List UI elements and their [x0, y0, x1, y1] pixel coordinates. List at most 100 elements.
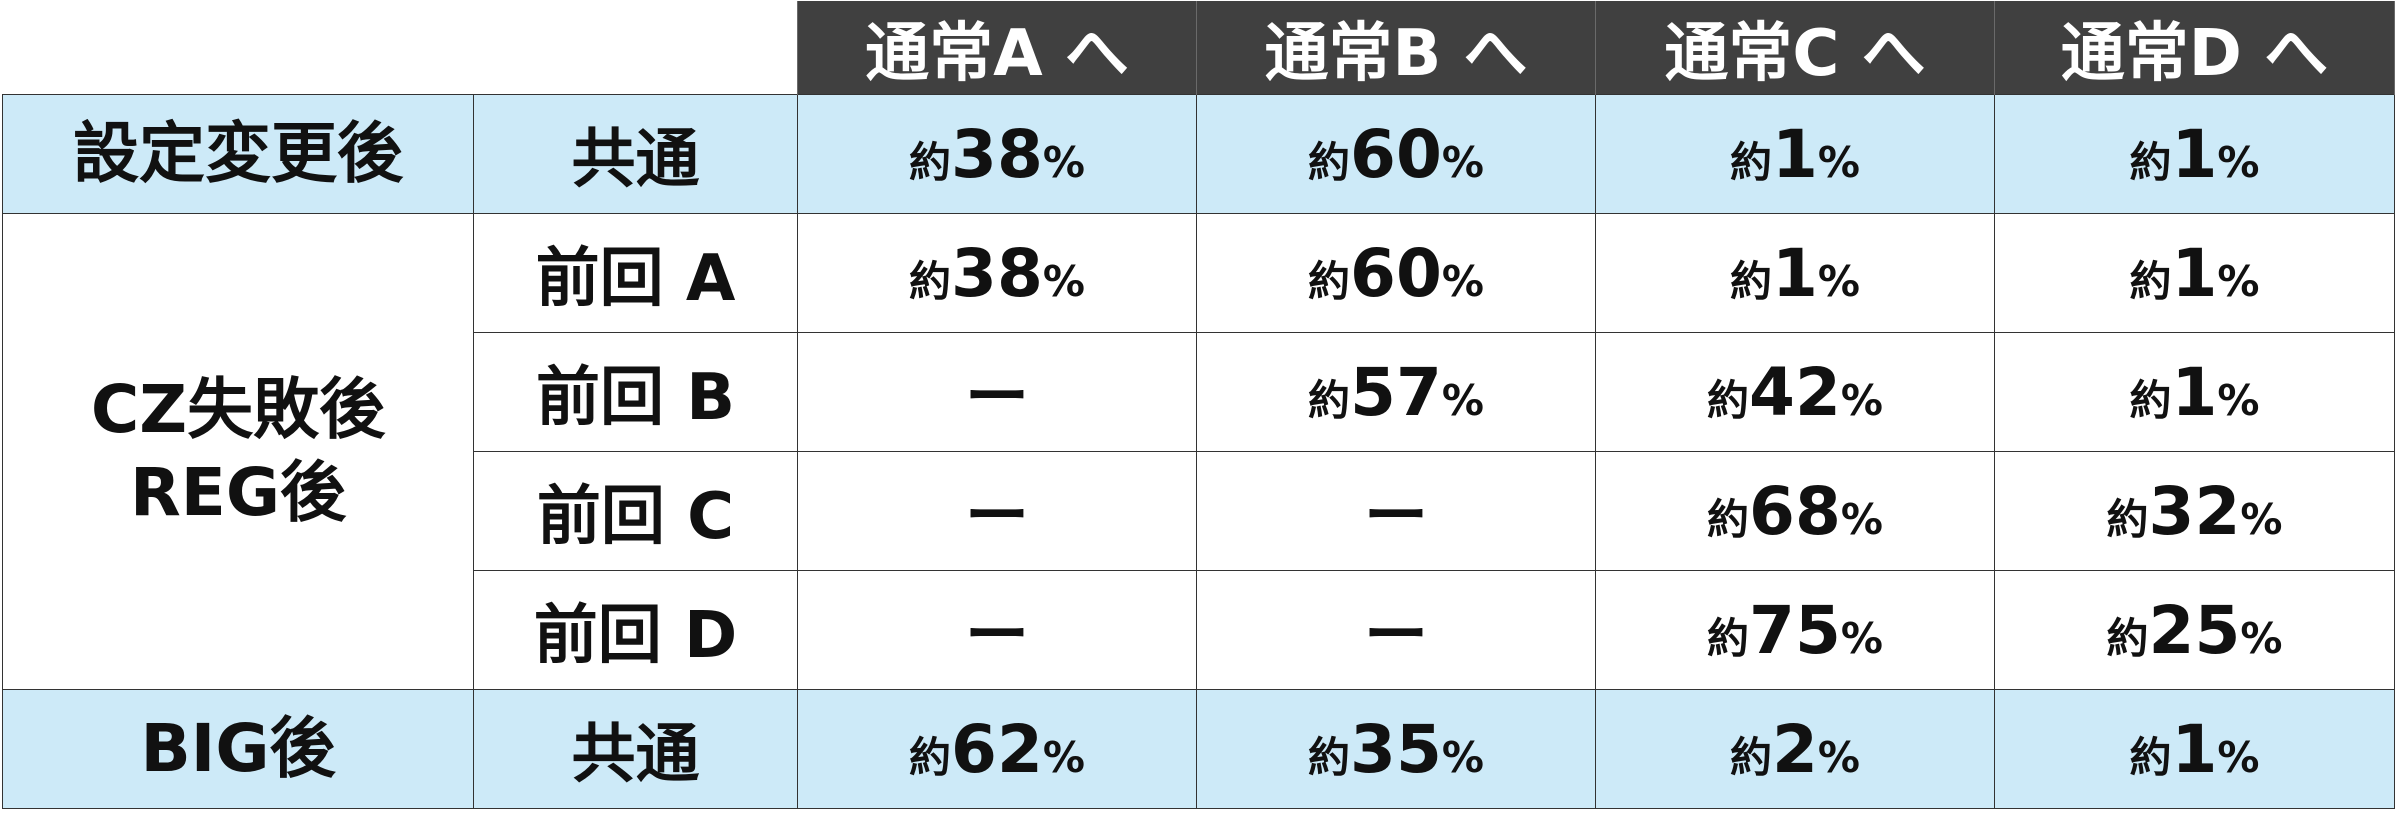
table-row: 設定変更後 共通 約38% 約60% 約1% 約1%	[2, 94, 2395, 214]
corner-blank	[473, 1, 798, 95]
approx-prefix: 約	[1729, 732, 1772, 782]
probability-cell: 約38%	[797, 94, 1197, 214]
approx-prefix: 約	[1308, 732, 1351, 782]
probability-cell: ー	[797, 451, 1197, 571]
dash-mark: ー	[965, 361, 1029, 435]
row-group-label: BIG後	[2, 689, 474, 809]
row-group-label: 設定変更後	[2, 94, 474, 214]
dash-mark: ー	[1364, 599, 1428, 673]
probability-cell: 約1%	[1994, 213, 2395, 333]
approx-prefix: 約	[1707, 494, 1750, 544]
percent-value: 38	[951, 115, 1043, 193]
percent-value: 2	[1771, 710, 1818, 788]
percent-value: 25	[2148, 591, 2241, 669]
probability-cell: 約1%	[1595, 94, 1995, 214]
probability-cell: ー	[1196, 570, 1596, 690]
probability-cell: 約25%	[1994, 570, 2395, 690]
percent-value: 1	[2171, 710, 2218, 788]
percent-sign: %	[2217, 256, 2260, 306]
percent-value: 1	[1771, 115, 1818, 193]
row-sub-label: 前回 A	[473, 213, 798, 333]
percent-sign: %	[1441, 137, 1484, 187]
probability-cell: 約60%	[1196, 94, 1596, 214]
percent-sign: %	[1441, 732, 1484, 782]
percent-sign: %	[1441, 375, 1484, 425]
approx-prefix: 約	[1308, 375, 1351, 425]
percent-sign: %	[2217, 732, 2260, 782]
approx-prefix: 約	[2129, 375, 2172, 425]
approx-prefix: 約	[909, 732, 952, 782]
probability-cell: 約1%	[1994, 689, 2395, 809]
percent-sign: %	[1042, 256, 1085, 306]
approx-prefix: 約	[1707, 613, 1750, 663]
approx-prefix: 約	[2106, 613, 2149, 663]
percent-value: 32	[2148, 472, 2241, 550]
probability-cell: 約62%	[797, 689, 1197, 809]
column-header: 通常B へ	[1196, 1, 1596, 95]
probability-cell: 約32%	[1994, 451, 2395, 571]
probability-cell: 約38%	[797, 213, 1197, 333]
percent-value: 1	[1771, 234, 1818, 312]
approx-prefix: 約	[2129, 732, 2172, 782]
percent-sign: %	[2240, 613, 2283, 663]
probability-cell: 約68%	[1595, 451, 1995, 571]
percent-value: 1	[2171, 353, 2218, 431]
approx-prefix: 約	[1729, 256, 1772, 306]
table-row: 前回 B ー約57% 約42% 約1%	[3, 332, 2395, 452]
dash-mark: ー	[965, 599, 1029, 673]
column-header: 通常D へ	[1994, 1, 2395, 95]
approx-prefix: 約	[2129, 137, 2172, 187]
corner-blank	[2, 1, 474, 95]
approx-prefix: 約	[2129, 256, 2172, 306]
percent-sign: %	[2217, 137, 2260, 187]
percent-value: 62	[951, 710, 1043, 788]
percent-sign: %	[1840, 613, 1883, 663]
table-row: BIG後 共通 約62% 約35% 約2% 約1%	[2, 689, 2395, 809]
percent-sign: %	[1042, 137, 1085, 187]
column-header: 通常A へ	[797, 1, 1197, 95]
percent-value: 1	[2171, 115, 2218, 193]
dash-mark: ー	[1364, 480, 1428, 554]
row-group-label: CZ失敗後 REG後	[2, 213, 474, 690]
probability-cell: 約1%	[1595, 213, 1995, 333]
approx-prefix: 約	[909, 256, 952, 306]
probability-cell: ー	[797, 570, 1197, 690]
probability-cell: ー	[1196, 451, 1596, 571]
probability-cell: 約1%	[1994, 332, 2395, 452]
probability-cell: ー	[797, 332, 1197, 452]
percent-value: 60	[1350, 234, 1442, 312]
approx-prefix: 約	[1308, 137, 1351, 187]
approx-prefix: 約	[1729, 137, 1772, 187]
approx-prefix: 約	[2106, 494, 2149, 544]
percent-value: 57	[1350, 353, 1442, 431]
table-row: CZ失敗後 REG後 前回 A 約38% 約60% 約1% 約1%	[2, 213, 2395, 690]
percent-sign: %	[1840, 494, 1883, 544]
probability-cell: 約2%	[1595, 689, 1995, 809]
approx-prefix: 約	[1707, 375, 1750, 425]
percent-value: 35	[1350, 710, 1442, 788]
percent-value: 38	[951, 234, 1043, 312]
row-sub-label: 共通	[473, 94, 798, 214]
probability-cell: 約75%	[1595, 570, 1995, 690]
column-header: 通常C へ	[1595, 1, 1995, 95]
probability-cell: 約60%	[1196, 213, 1596, 333]
dash-mark: ー	[965, 480, 1029, 554]
percent-sign: %	[2217, 375, 2260, 425]
approx-prefix: 約	[1308, 256, 1351, 306]
row-sub-label: 前回 D	[473, 570, 798, 690]
percent-sign: %	[1840, 375, 1883, 425]
approx-prefix: 約	[909, 137, 952, 187]
percent-value: 75	[1749, 591, 1841, 669]
row-sub-label: 前回 B	[473, 332, 798, 452]
probability-cell: 約1%	[1994, 94, 2395, 214]
header-row: 通常A へ 通常B へ 通常C へ 通常D へ	[2, 1, 2395, 95]
row-sub-label: 前回 C	[473, 451, 798, 571]
probability-cell: 約35%	[1196, 689, 1596, 809]
row-sub-label: 共通	[473, 689, 798, 809]
percent-sign: %	[1817, 256, 1861, 306]
percent-sign: %	[1441, 256, 1484, 306]
percent-sign: %	[1817, 732, 1861, 782]
percent-sign: %	[1042, 732, 1085, 782]
probability-cell: 約42%	[1595, 332, 1995, 452]
table-row: 前回 D ーー約75% 約25%	[3, 570, 2395, 690]
